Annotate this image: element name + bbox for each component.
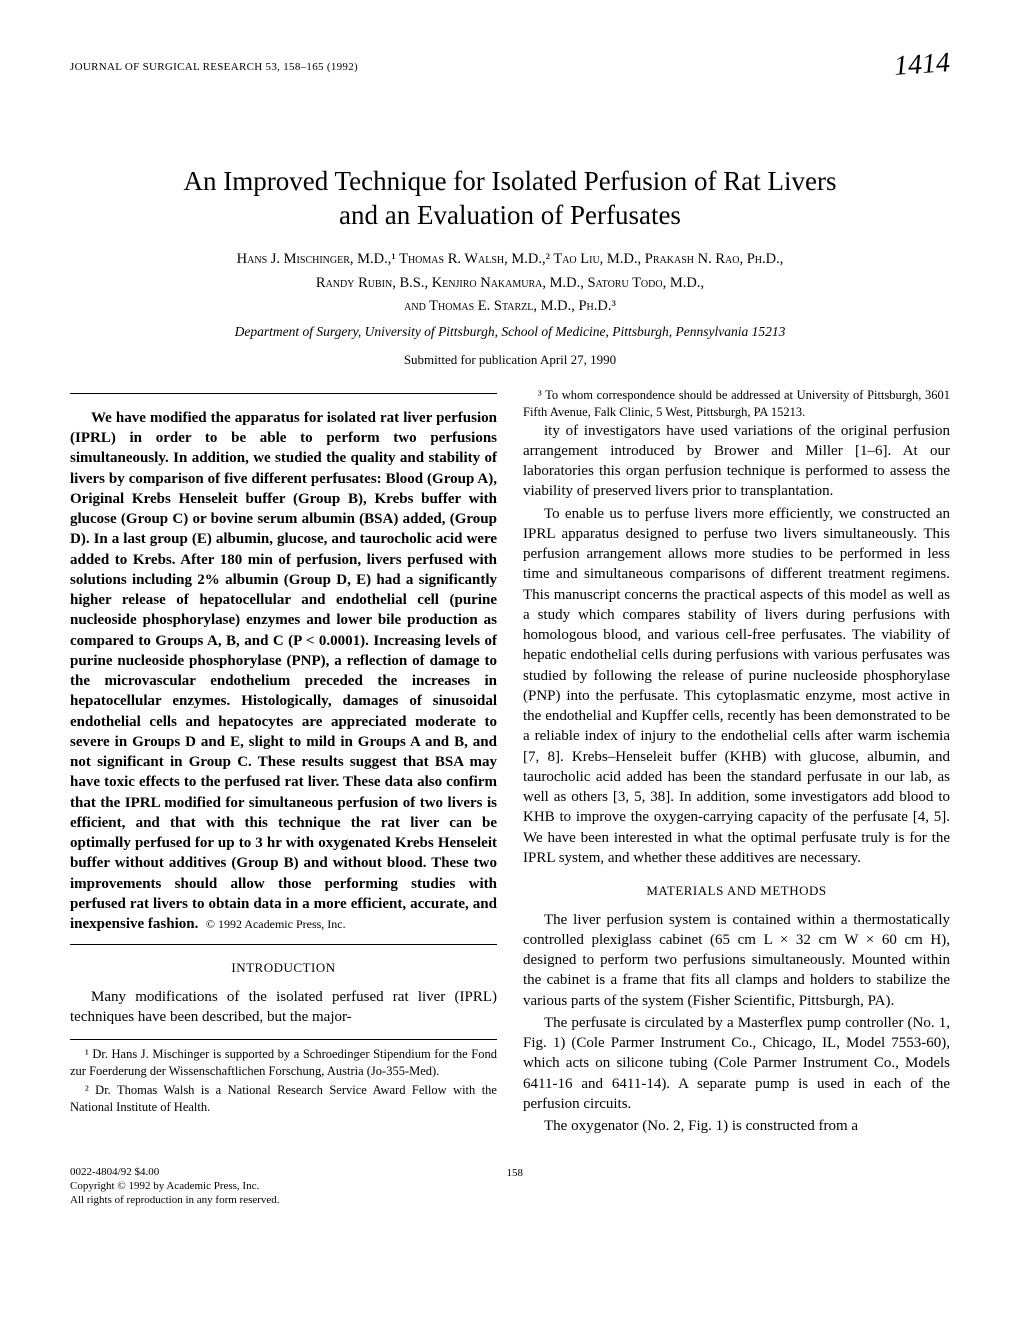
abstract-top-rule (70, 393, 497, 394)
col2-paragraph-2: To enable us to perfuse livers more effi… (523, 504, 950, 869)
page-footer: 0022-4804/92 $4.00 Copyright © 1992 by A… (70, 1166, 950, 1207)
article-title: An Improved Technique for Isolated Perfu… (70, 165, 950, 233)
footer-issn: 0022-4804/92 $4.00 (70, 1166, 280, 1180)
intro-paragraph-1: Many modifications of the isolated perfu… (70, 987, 497, 1028)
page-number: 158 (507, 1166, 524, 1181)
footnote-1: ¹ Dr. Hans J. Mischinger is supported by… (70, 1046, 497, 1080)
methods-paragraph-1: The liver perfusion system is contained … (523, 910, 950, 1011)
submitted-date: Submitted for publication April 27, 1990 (70, 351, 950, 369)
abstract: We have modified the apparatus for isola… (70, 408, 497, 935)
footer-copyright: Copyright © 1992 by Academic Press, Inc. (70, 1180, 280, 1194)
author-line-2: Randy Rubin, B.S., Kenjiro Nakamura, M.D… (70, 274, 950, 294)
author-line-1: Hans J. Mischinger, M.D.,¹ Thomas R. Wal… (70, 250, 950, 270)
methods-paragraph-2: The perfusate is circulated by a Masterf… (523, 1013, 950, 1114)
body-columns: We have modified the apparatus for isola… (70, 387, 950, 1137)
methods-paragraph-3: The oxygenator (No. 2, Fig. 1) is constr… (523, 1116, 950, 1136)
running-head: JOURNAL OF SURGICAL RESEARCH 53, 158–165… (70, 60, 950, 75)
handwritten-annotation: 1414 (893, 44, 952, 86)
author-line-3: and Thomas E. Starzl, M.D., Ph.D.³ (70, 297, 950, 317)
abstract-text: We have modified the apparatus for isola… (70, 410, 497, 932)
title-line-1: An Improved Technique for Isolated Perfu… (184, 166, 837, 196)
abstract-copyright: © 1992 Academic Press, Inc. (206, 917, 346, 931)
methods-heading: MATERIALS AND METHODS (523, 882, 950, 900)
footer-left: 0022-4804/92 $4.00 Copyright © 1992 by A… (70, 1166, 280, 1207)
footnote-2: ² Dr. Thomas Walsh is a National Researc… (70, 1082, 497, 1116)
introduction-heading: INTRODUCTION (70, 959, 497, 977)
col2-paragraph-1: ity of investigators have used variation… (523, 421, 950, 502)
title-line-2: and an Evaluation of Perfusates (339, 200, 681, 230)
abstract-bottom-rule (70, 944, 497, 945)
footnote-3: ³ To whom correspondence should be addre… (523, 387, 950, 421)
affiliation: Department of Surgery, University of Pit… (70, 323, 950, 341)
footer-rights: All rights of reproduction in any form r… (70, 1194, 280, 1208)
